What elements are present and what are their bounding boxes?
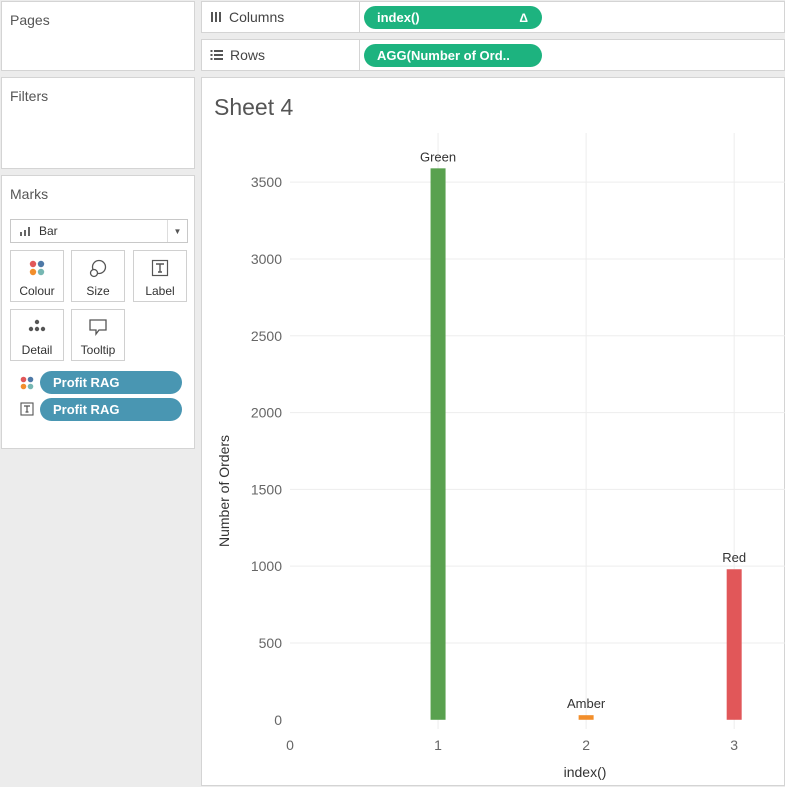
colour-icon: [20, 376, 34, 390]
bar-data-label: Green: [420, 149, 456, 164]
bar-chart[interactable]: Green Amber Red 0 500 1000 1500 2000 2500 3000 35…: [202, 78, 785, 787]
rows-shelf-label: Rows: [210, 40, 360, 70]
pill-label: AGG(Number of Ord..: [377, 48, 510, 63]
marks-panel: Marks Bar ▼ Colour Size Label: [1, 175, 195, 449]
mark-type-dropdown[interactable]: Bar ▼: [10, 219, 188, 243]
y-axis-label[interactable]: Number of Orders: [216, 435, 232, 547]
agg-number-of-orders-pill[interactable]: AGG(Number of Ord..: [364, 44, 542, 67]
colour-button[interactable]: Colour: [10, 250, 64, 302]
colour-icon: [29, 260, 45, 276]
rows-label-text: Rows: [230, 47, 266, 63]
pill-label: Profit RAG: [53, 402, 120, 417]
colour-button-label: Colour: [19, 284, 55, 298]
mark-type-label: Bar: [39, 224, 58, 238]
bar-red[interactable]: [726, 569, 742, 720]
sheet-view: Sheet 4 Green Amber Red 0 500 1000 1500 2000 25…: [201, 77, 785, 786]
text-label-icon: [20, 402, 34, 416]
detail-button[interactable]: Detail: [10, 309, 64, 361]
text-label-icon: [151, 259, 169, 277]
chevron-down-icon[interactable]: ▼: [167, 220, 187, 242]
y-tick-label: 0: [274, 712, 282, 728]
bar-data-label: Red: [722, 550, 746, 565]
pages-title: Pages: [10, 12, 50, 28]
x-tick-label: 1: [434, 737, 442, 753]
y-tick-label: 500: [259, 635, 283, 651]
filters-panel[interactable]: Filters: [1, 77, 195, 169]
size-icon: [89, 259, 107, 278]
bar-amber[interactable]: [578, 715, 594, 720]
pill-label: index(): [377, 10, 420, 25]
tooltip-button[interactable]: Tooltip: [71, 309, 125, 361]
rows-icon: [210, 50, 223, 60]
profit-rag-label-pill[interactable]: Profit RAG: [40, 398, 182, 421]
filters-title: Filters: [10, 88, 49, 104]
bar-green[interactable]: [430, 168, 446, 720]
delta-icon: Δ: [519, 10, 528, 25]
y-tick-label: 1000: [251, 558, 282, 574]
size-button-label: Size: [86, 284, 110, 298]
x-tick-label: 0: [286, 737, 294, 753]
size-button[interactable]: Size: [71, 250, 125, 302]
detail-icon: [28, 319, 46, 332]
bar-chart-icon: [20, 227, 30, 236]
y-tick-label: 3000: [251, 251, 282, 267]
label-button-label: Label: [145, 284, 175, 298]
pages-panel[interactable]: Pages: [1, 1, 195, 71]
marks-title: Marks: [10, 186, 49, 202]
bar-data-label: Amber: [567, 696, 606, 711]
tooltip-button-label: Tooltip: [80, 343, 116, 357]
profit-rag-colour-pill[interactable]: Profit RAG: [40, 371, 182, 394]
y-tick-label: 2500: [251, 328, 282, 344]
columns-icon: [211, 12, 221, 22]
x-tick-label: 3: [730, 737, 738, 753]
x-axis-label[interactable]: index(): [564, 764, 607, 780]
detail-button-label: Detail: [21, 343, 53, 357]
sheet-title[interactable]: Sheet 4: [214, 94, 294, 120]
rows-shelf[interactable]: Rows AGG(Number of Ord..: [201, 39, 785, 71]
columns-label-text: Columns: [229, 9, 285, 25]
x-tick-label: 2: [582, 737, 590, 753]
columns-shelf[interactable]: Columns index() Δ: [201, 1, 785, 33]
y-tick-label: 2000: [251, 405, 282, 421]
label-button[interactable]: Label: [133, 250, 187, 302]
index-pill[interactable]: index() Δ: [364, 6, 542, 29]
columns-shelf-label: Columns: [210, 2, 360, 32]
y-tick-label: 3500: [251, 174, 282, 190]
pill-label: Profit RAG: [53, 375, 120, 390]
y-tick-label: 1500: [251, 481, 282, 497]
tooltip-icon: [89, 319, 107, 336]
